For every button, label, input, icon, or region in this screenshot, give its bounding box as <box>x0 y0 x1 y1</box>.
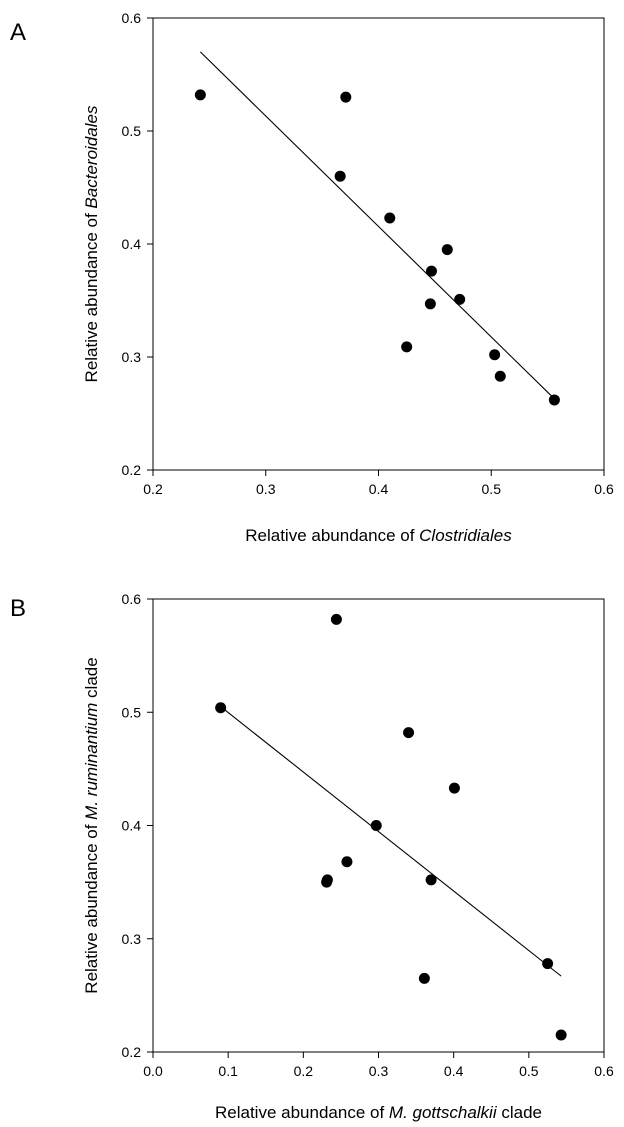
x-tick-label: 0.4 <box>369 481 389 497</box>
data-point <box>548 394 560 406</box>
data-point <box>418 972 430 984</box>
panel-label: A <box>10 19 26 46</box>
panel-label: B <box>10 595 26 622</box>
data-point <box>425 265 437 277</box>
label-segment-0: Relative abundance of <box>215 1103 389 1122</box>
label-segment-1: Bacteroidales <box>82 105 101 209</box>
x-tick-label: 0.0 <box>143 1063 163 1079</box>
data-point <box>215 702 227 714</box>
data-point <box>401 341 413 353</box>
data-point <box>341 856 353 868</box>
x-tick-label: 0.6 <box>594 481 614 497</box>
label-segment-2: clade <box>82 657 101 702</box>
y-tick-label: 0.5 <box>122 123 142 139</box>
x-tick-label: 0.3 <box>369 1063 389 1079</box>
panel-b: B 0.0 0.1 0.2 0.3 0.4 0.5 0.6 0.2 0.3 0.4 0.5 0.6 Rel… <box>10 591 614 1122</box>
x-axis-label: Relative abundance of M. gottschalkii cl… <box>215 1103 542 1122</box>
y-tick-label: 0.6 <box>122 10 142 26</box>
y-tick-label: 0.4 <box>122 818 142 834</box>
data-point <box>441 244 453 256</box>
label-segment-1: M. ruminantium <box>82 703 101 820</box>
data-point <box>403 727 415 739</box>
x-tick-label: 0.2 <box>143 481 163 497</box>
data-point <box>555 1029 567 1041</box>
x-tick-label: 0.6 <box>594 1063 614 1079</box>
y-tick-label: 0.4 <box>122 236 142 252</box>
y-tick-label: 0.2 <box>122 462 142 478</box>
y-axis-label: Relative abundance of Bacteroidales <box>82 105 101 382</box>
plot-frame <box>152 17 605 471</box>
x-tick-label: 0.4 <box>444 1063 464 1079</box>
label-segment-0: Relative abundance of <box>82 209 101 383</box>
y-tick-label: 0.3 <box>122 931 142 947</box>
label-segment-0: Relative abundance of <box>245 526 419 545</box>
x-axis-label: Relative abundance of Clostridiales <box>245 526 512 545</box>
x-tick-label: 0.3 <box>256 481 276 497</box>
panel-a: A 0.2 0.3 0.4 0.5 0.6 0.2 0.3 0.4 0.5 0.6 Relative … <box>10 10 614 545</box>
data-point <box>494 370 506 382</box>
data-point <box>340 91 352 103</box>
regression-line <box>220 706 562 977</box>
label-segment-1: Clostridiales <box>419 526 512 545</box>
data-point <box>334 170 346 182</box>
data-point <box>454 293 466 305</box>
label-segment-0: Relative abundance of <box>82 820 101 994</box>
data-point <box>370 820 382 831</box>
y-tick-label: 0.2 <box>122 1044 142 1060</box>
y-tick-label: 0.5 <box>122 704 142 720</box>
data-point <box>424 298 436 310</box>
data-point <box>384 212 396 224</box>
y-tick-label: 0.6 <box>122 591 142 607</box>
x-tick-label: 0.5 <box>519 1063 539 1079</box>
data-point <box>489 349 501 361</box>
x-tick-label: 0.1 <box>218 1063 238 1079</box>
data-point <box>448 782 460 794</box>
data-point <box>425 874 437 886</box>
regression-line <box>199 51 555 400</box>
data-point <box>542 958 554 970</box>
data-point <box>330 613 342 625</box>
label-segment-1: M. gottschalkii <box>389 1103 498 1122</box>
x-tick-label: 0.2 <box>294 1063 314 1079</box>
data-point <box>194 89 206 101</box>
y-axis-label: Relative abundance of M. ruminantium cla… <box>82 657 101 993</box>
x-tick-label: 0.5 <box>482 481 502 497</box>
data-point <box>321 876 333 888</box>
label-segment-2: clade <box>497 1103 542 1122</box>
y-tick-label: 0.3 <box>122 349 142 365</box>
